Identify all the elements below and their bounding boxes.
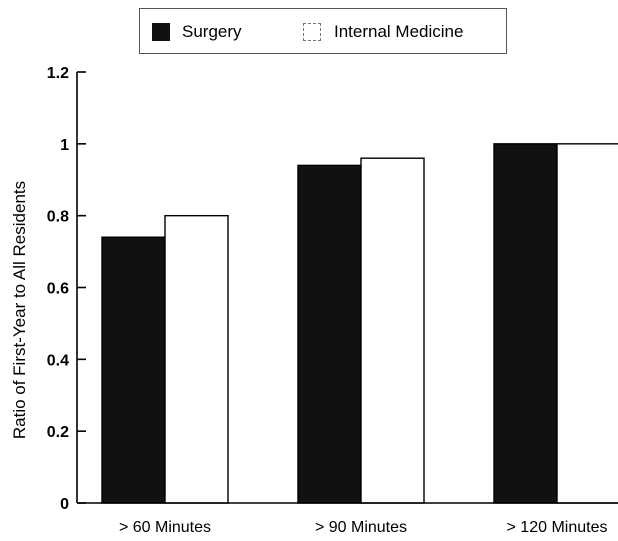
bar-internal-medicine — [360, 157, 425, 504]
bar-surgery — [297, 164, 362, 504]
legend-label-internal-medicine: Internal Medicine — [334, 22, 464, 41]
bar-internal-medicine — [556, 143, 618, 504]
x-tick-label: > 90 Minutes — [315, 519, 407, 536]
y-tick-label: 1 — [60, 137, 69, 154]
x-tick-label: > 60 Minutes — [119, 519, 211, 536]
y-tick-label: 0.2 — [47, 424, 69, 441]
y-tick-label: 0.4 — [47, 352, 69, 369]
x-tick-label: > 120 Minutes — [507, 519, 608, 536]
y-tick-label: 0 — [60, 496, 69, 513]
bar-surgery — [493, 143, 558, 504]
bar-internal-medicine — [164, 214, 229, 504]
y-tick-label: 0.6 — [47, 281, 69, 298]
legend-swatch-internal-medicine — [303, 23, 321, 41]
legend-swatch-surgery — [152, 23, 170, 41]
bar-surgery — [101, 236, 166, 504]
legend-label-surgery: Surgery — [182, 22, 242, 41]
y-tick-label: 0.8 — [47, 209, 69, 226]
y-tick-label: 1.2 — [47, 65, 69, 82]
legend: Surgery Internal Medicine — [139, 8, 507, 54]
